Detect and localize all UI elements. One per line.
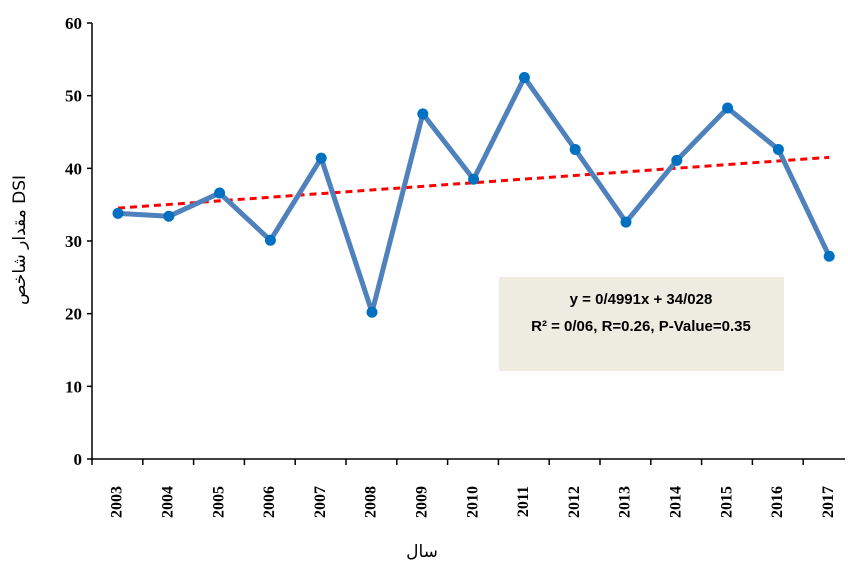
- data-point: [214, 187, 226, 199]
- data-point: [417, 108, 429, 120]
- x-tick-label: 2015: [718, 486, 735, 518]
- data-point: [264, 234, 276, 246]
- x-tick-label: 2007: [312, 486, 329, 518]
- data-point: [722, 102, 734, 114]
- x-axis-label: سال: [406, 542, 438, 562]
- data-point: [671, 154, 683, 166]
- x-tick-label: 2003: [109, 486, 126, 518]
- data-point: [620, 216, 632, 228]
- x-tick-label: 2005: [210, 486, 227, 518]
- x-tick-label: 2006: [261, 486, 278, 518]
- y-tick-label: 60: [65, 14, 82, 33]
- x-tick-label: 2008: [363, 486, 380, 518]
- x-tick-label: 2009: [413, 486, 430, 518]
- y-axis-label: مقدار شاخص DSI: [10, 175, 30, 305]
- x-tick-label: 2011: [515, 486, 532, 517]
- x-tick-label: 2014: [667, 486, 684, 518]
- x-tick-label: 2004: [159, 486, 176, 518]
- equation-line: y = 0/4991x + 34/028: [570, 291, 713, 308]
- data-point: [569, 143, 581, 155]
- x-tick-label: 2010: [464, 486, 481, 518]
- series-layer: [112, 72, 835, 318]
- data-point: [315, 152, 327, 164]
- annotation-box: [499, 277, 784, 371]
- x-tick-label: 2012: [566, 486, 583, 518]
- data-point: [772, 143, 784, 155]
- y-tick-label: 0: [74, 450, 83, 469]
- trendline: [117, 155, 830, 210]
- y-tick-label: 20: [65, 305, 82, 324]
- trendline-layer: [117, 155, 830, 210]
- equation-annotation: y = 0/4991x + 34/028 R² = 0/06, R=0.26, …: [499, 277, 784, 371]
- x-tick-label: 2013: [617, 486, 634, 518]
- data-point: [518, 72, 530, 83]
- data-point: [823, 250, 835, 262]
- y-tick-label: 10: [65, 377, 82, 396]
- data-point: [468, 173, 480, 185]
- y-tick-label: 50: [65, 87, 82, 106]
- x-tick-label: 2017: [820, 486, 837, 518]
- y-tick-label: 30: [65, 232, 82, 251]
- data-point: [112, 207, 124, 219]
- x-tick-label: 2016: [769, 486, 786, 518]
- y-tick-label: 40: [65, 159, 82, 178]
- data-point: [163, 210, 175, 222]
- data-point: [366, 306, 378, 318]
- stats-line: R² = 0/06, R=0.26, P-Value=0.35: [531, 318, 751, 335]
- axes: 0 10 20 30 40 50 60 2003 2004 2005 2006 2007 2008 200…: [65, 14, 845, 518]
